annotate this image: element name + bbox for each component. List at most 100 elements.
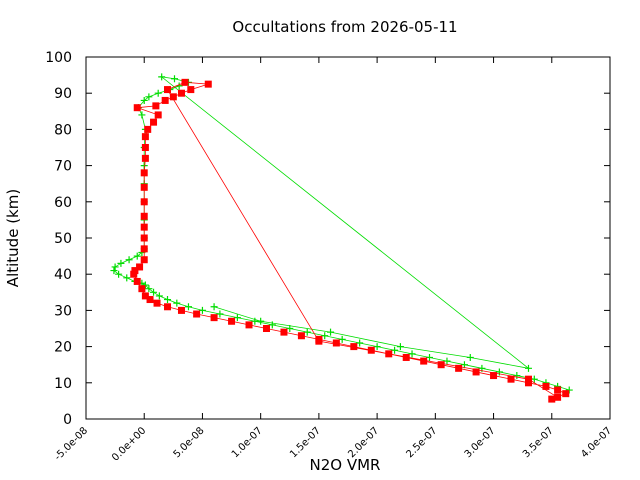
data-point — [184, 303, 192, 311]
data-point — [153, 299, 161, 307]
x-axis-label: N2O VMR — [310, 456, 381, 474]
data-point — [138, 285, 146, 293]
data-point — [210, 314, 218, 322]
data-point — [524, 375, 532, 383]
x-tick-label: 0.0e+00 — [110, 425, 148, 463]
data-point — [138, 111, 146, 119]
data-point — [110, 267, 118, 275]
data-point — [420, 357, 428, 365]
data-point — [402, 353, 410, 361]
data-point — [257, 317, 265, 325]
y-tick-label: 90 — [54, 86, 72, 102]
data-point — [513, 372, 521, 380]
data-point — [154, 89, 162, 97]
data-point — [158, 73, 166, 81]
data-point — [141, 133, 149, 141]
data-point — [524, 379, 532, 387]
data-point — [170, 75, 178, 83]
data-point — [117, 259, 125, 267]
data-point — [140, 245, 148, 253]
data-point — [460, 361, 468, 369]
series-line — [113, 76, 570, 391]
data-point — [140, 183, 148, 191]
data-point — [303, 328, 311, 336]
data-point — [367, 346, 375, 354]
data-point — [145, 93, 153, 101]
data-point — [396, 343, 404, 351]
data-point — [385, 350, 393, 358]
data-point — [297, 332, 305, 340]
data-point — [426, 353, 434, 361]
data-point — [145, 285, 153, 293]
data-point — [472, 368, 480, 376]
data-point — [140, 96, 148, 104]
data-point — [164, 303, 172, 311]
data-point — [542, 382, 550, 390]
data-point — [173, 299, 181, 307]
data-point — [233, 314, 241, 322]
data-point — [507, 375, 515, 383]
x-tick-label: 4.0e-07 — [579, 425, 614, 460]
plot-area — [110, 73, 573, 403]
data-point — [150, 118, 158, 126]
data-point — [193, 310, 201, 318]
data-point — [169, 93, 177, 101]
y-tick-label: 50 — [54, 231, 72, 247]
data-point — [111, 263, 119, 271]
y-tick-label: 10 — [54, 376, 72, 392]
data-point — [350, 343, 358, 351]
data-point — [210, 303, 218, 311]
data-point — [548, 395, 556, 403]
data-point — [141, 144, 149, 151]
data-point — [123, 274, 131, 282]
x-tick-label: 2.5e-07 — [405, 425, 440, 460]
data-point — [466, 353, 474, 361]
data-point — [315, 337, 323, 345]
data-point — [286, 325, 294, 332]
data-point — [228, 317, 236, 325]
data-point — [155, 292, 163, 300]
data-point — [125, 256, 133, 264]
data-point — [150, 288, 158, 296]
data-point — [161, 96, 169, 104]
data-point — [140, 256, 148, 264]
data-point — [562, 390, 570, 398]
data-point — [245, 321, 253, 329]
data-point — [177, 306, 185, 314]
data-point — [216, 310, 224, 318]
data-point — [373, 343, 381, 351]
data-point — [164, 296, 172, 304]
series-2 — [130, 78, 570, 403]
data-point — [332, 339, 340, 347]
y-tick-label: 0 — [63, 412, 72, 428]
data-point — [154, 111, 162, 119]
data-point — [391, 346, 399, 354]
data-point — [524, 364, 532, 372]
data-point — [140, 234, 148, 242]
data-point — [554, 386, 562, 394]
y-tick-label: 100 — [45, 50, 72, 66]
data-point — [133, 277, 141, 285]
data-point — [136, 263, 144, 271]
chart-title: Occultations from 2026-05-11 — [232, 18, 457, 36]
data-point — [554, 393, 562, 401]
data-point — [133, 252, 141, 260]
data-point — [181, 78, 189, 86]
data-point — [130, 270, 138, 278]
data-point — [490, 372, 498, 380]
x-tick-label: 5.0e-08 — [172, 425, 207, 460]
data-point — [177, 89, 185, 97]
x-tick-label: 3.5e-07 — [521, 425, 556, 460]
plot-frame — [85, 56, 611, 420]
data-point — [131, 267, 139, 275]
data-point — [115, 270, 123, 278]
data-point — [164, 86, 172, 94]
x-tick-label: 3.0e-07 — [463, 425, 498, 460]
data-point — [141, 292, 149, 300]
data-point — [146, 296, 154, 304]
y-axis: 0 10 20 30 40 50 60 70 80 90 100 — [45, 50, 610, 428]
data-point — [152, 102, 160, 110]
x-axis: -5.0e-08 0.0e+00 5.0e-08 1.0e-07 1.5e-07 2.0e… — [53, 57, 614, 464]
data-point — [338, 335, 346, 343]
